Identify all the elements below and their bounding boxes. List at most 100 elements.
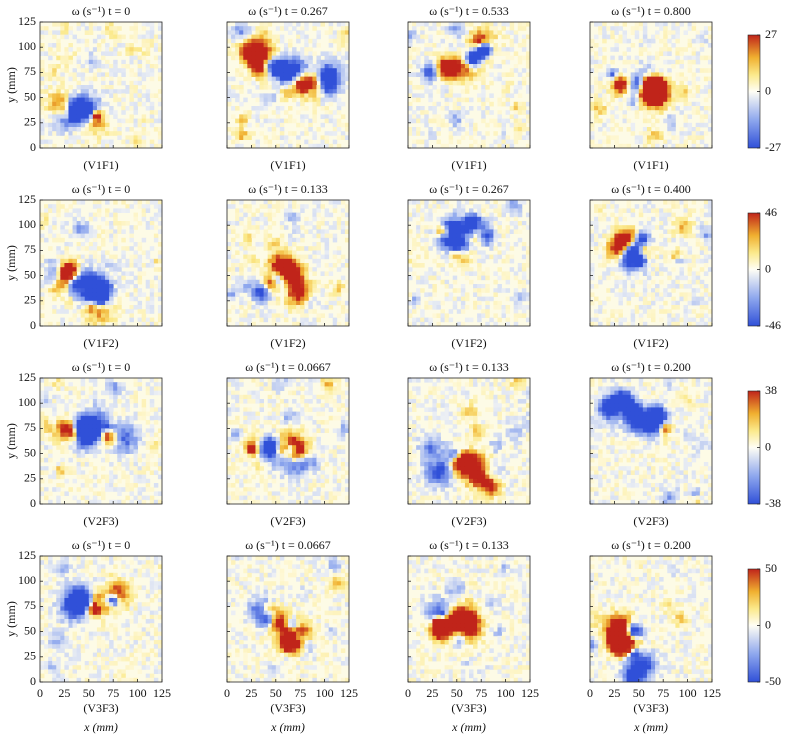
field-cell (683, 55, 688, 61)
field-cell (125, 118, 130, 124)
field-cell (469, 43, 474, 48)
field-cell (40, 26, 45, 31)
field-cell (44, 495, 49, 501)
field-cell (594, 309, 599, 314)
field-cell (145, 97, 151, 103)
field-cell (602, 30, 607, 35)
field-cell (300, 267, 305, 272)
field-cell (460, 97, 466, 103)
field-cell (626, 254, 632, 260)
field-cell (328, 225, 334, 230)
field-cell (113, 38, 118, 44)
field-cell (60, 378, 65, 383)
field-cell (699, 135, 705, 140)
field-cell (340, 288, 346, 293)
field-cell (679, 250, 684, 255)
field-cell (651, 246, 656, 251)
field-cell (109, 300, 114, 306)
field-cell (675, 97, 680, 103)
field-cell (235, 97, 240, 103)
field-cell (630, 233, 636, 239)
field-cell (105, 275, 110, 281)
field-cell (88, 258, 94, 264)
field-cell (634, 246, 640, 251)
field-cell (52, 216, 57, 222)
field-cell (452, 110, 458, 115)
field-cell (300, 246, 305, 251)
field-cell (68, 321, 73, 326)
field-cell (288, 51, 293, 56)
field-cell (618, 292, 623, 297)
field-cell (88, 250, 94, 255)
field-cell (117, 279, 122, 285)
field-cell (332, 80, 338, 86)
field-cell (477, 204, 482, 209)
field-cell (460, 321, 466, 326)
field-cell (444, 271, 450, 276)
field-cell (44, 279, 49, 285)
field-cell (626, 242, 632, 247)
field-cell (594, 85, 599, 90)
field-cell (56, 267, 61, 272)
field-cell (598, 216, 603, 222)
field-cell (509, 221, 515, 226)
field-cell (452, 258, 458, 264)
field-cell (651, 309, 656, 314)
field-cell (594, 204, 599, 209)
field-cell (80, 85, 86, 90)
field-cell (448, 59, 454, 65)
field-cell (40, 292, 45, 297)
field-cell (92, 26, 98, 31)
field-cell (634, 271, 640, 276)
field-cell (598, 275, 603, 281)
field-cell (263, 305, 269, 310)
field-cell (634, 305, 640, 310)
field-cell (76, 246, 82, 251)
field-cell (255, 208, 260, 213)
field-cell (60, 26, 65, 31)
field-cell (671, 229, 676, 234)
field-cell (606, 101, 611, 107)
field-cell (48, 72, 53, 77)
field-cell (133, 258, 138, 264)
field-cell (659, 38, 664, 44)
field-cell (235, 258, 240, 264)
field-cell (255, 72, 260, 77)
field-cell (630, 208, 636, 213)
field-cell (642, 296, 648, 302)
field-cell (133, 89, 138, 94)
field-cell (659, 216, 664, 222)
field-cell (659, 317, 664, 323)
field-cell (336, 296, 342, 302)
field-cell (44, 97, 49, 103)
field-cell (56, 200, 61, 205)
field-cell (525, 292, 530, 297)
panel-title: ω (s⁻¹) t = 0 (72, 360, 131, 374)
field-cell (259, 216, 264, 222)
field-cell (316, 89, 321, 94)
field-cell (473, 76, 478, 82)
field-cell (320, 64, 325, 69)
field-cell (76, 97, 82, 103)
field-cell (683, 106, 688, 111)
field-cell (251, 200, 256, 205)
field-cell (602, 59, 607, 65)
field-cell (56, 76, 61, 82)
field-cell (129, 89, 134, 94)
field-cell (675, 59, 680, 65)
field-cell (513, 135, 519, 140)
field-cell (456, 72, 462, 77)
field-cell (651, 300, 656, 306)
field-cell (489, 225, 494, 230)
field-cell (275, 263, 281, 268)
field-cell (456, 114, 462, 119)
field-cell (283, 225, 289, 230)
field-cell (247, 300, 252, 306)
field-cell (602, 258, 607, 264)
field-cell (505, 258, 511, 264)
field-cell (667, 47, 672, 52)
field-cell (44, 420, 49, 425)
field-cell (141, 139, 147, 145)
field-cell (64, 394, 69, 400)
field-cell (485, 288, 490, 293)
